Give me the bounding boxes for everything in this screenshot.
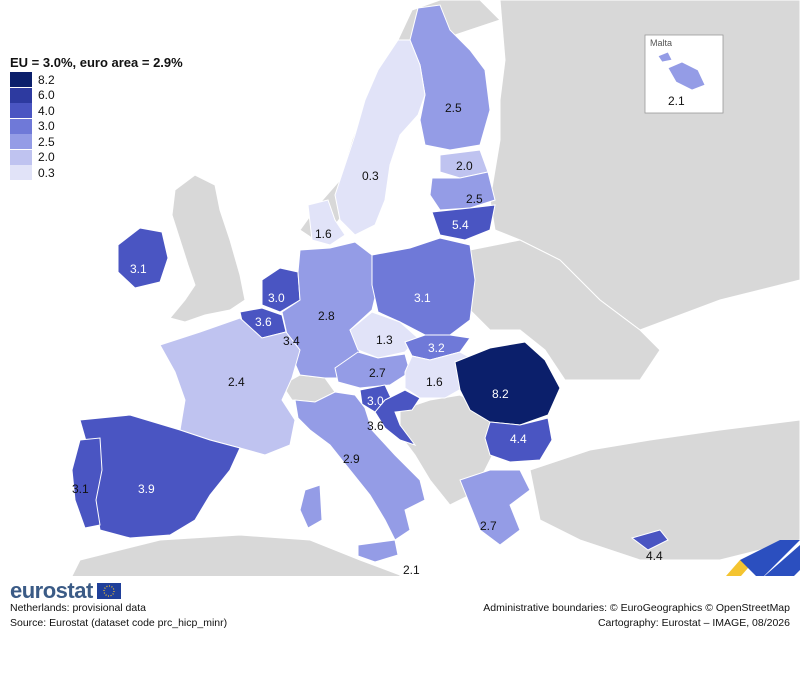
value-labels: 2.5 0.3 2.0 2.5 5.4 1.6 3.1 3.0 3.6 3.4 … <box>72 101 663 577</box>
malta-area[interactable] <box>667 61 706 91</box>
portugal-area[interactable] <box>71 437 103 529</box>
latvia-area[interactable] <box>429 171 496 211</box>
label-netherlands: 3.0 <box>268 291 285 305</box>
lithuania-area[interactable] <box>431 204 496 241</box>
label-portugal: 3.1 <box>72 482 89 496</box>
legend-row: 8.2 <box>10 72 183 88</box>
bulgaria-area[interactable] <box>484 417 553 463</box>
label-romania: 8.2 <box>492 387 509 401</box>
label-croatia: 3.6 <box>367 419 384 433</box>
france-area[interactable] <box>159 317 301 456</box>
label-latvia: 2.5 <box>466 192 483 206</box>
label-bulgaria: 4.4 <box>510 432 527 446</box>
malta-inset: Malta 2.1 <box>644 34 724 114</box>
turkey-land <box>529 419 800 561</box>
label-hungary: 1.6 <box>426 375 443 389</box>
legend-rows: 8.2 6.0 4.0 3.0 2.5 2.0 0.3 <box>10 72 183 181</box>
gozo-area[interactable] <box>657 51 673 63</box>
label-sweden: 0.3 <box>362 169 379 183</box>
label-lithuania: 5.4 <box>452 218 469 232</box>
romania-area[interactable] <box>454 341 561 426</box>
legend-swatch <box>10 118 32 134</box>
eurostat-logo: eurostat <box>10 578 121 604</box>
legend-row: 6.0 <box>10 87 183 104</box>
label-slovakia: 3.2 <box>428 341 445 355</box>
label-ireland: 3.1 <box>130 262 147 276</box>
label-estonia: 2.0 <box>456 159 473 173</box>
label-germany: 2.8 <box>318 309 335 323</box>
legend-swatch <box>10 134 32 150</box>
sweden-area[interactable] <box>334 39 426 236</box>
ireland-area[interactable] <box>117 227 169 289</box>
legend-label: 2.0 <box>38 150 55 165</box>
cyprus-area[interactable] <box>630 529 669 551</box>
italy-area[interactable] <box>294 391 426 541</box>
label-italy: 2.9 <box>343 452 360 466</box>
note-cartography: Cartography: Eurostat – IMAGE, 08/2026 <box>597 617 790 629</box>
legend-row: 4.0 <box>10 103 183 119</box>
eurostat-wordmark: eurostat <box>10 578 93 603</box>
croatia-area[interactable] <box>374 389 421 446</box>
label-spain: 3.9 <box>138 482 155 496</box>
label-czechia: 1.3 <box>376 333 393 347</box>
sicily-area[interactable] <box>357 539 399 563</box>
label-luxembourg: 3.4 <box>283 334 300 348</box>
legend-row: 3.0 <box>10 118 183 135</box>
label-malta: 2.1 <box>403 563 420 577</box>
label-cyprus: 4.4 <box>646 549 663 563</box>
uk-land <box>169 174 246 323</box>
label-france: 2.4 <box>228 375 245 389</box>
label-denmark: 1.6 <box>315 227 332 241</box>
malta-inset-value: 2.1 <box>668 94 685 108</box>
legend-title: EU = 3.0%, euro area = 2.9% <box>10 55 183 70</box>
legend-swatch <box>10 165 32 181</box>
label-poland: 3.1 <box>414 291 431 305</box>
legend-swatch <box>10 87 32 103</box>
malta-inset-title: Malta <box>650 38 672 48</box>
label-finland: 2.5 <box>445 101 462 115</box>
legend-swatch <box>10 103 32 119</box>
note-admin-boundaries: Administrative boundaries: © EuroGeograp… <box>483 602 790 614</box>
legend-swatch <box>10 72 32 88</box>
label-austria: 2.7 <box>369 366 386 380</box>
legend-row: 0.3 <box>10 165 183 181</box>
greece-area[interactable] <box>459 469 531 546</box>
legend-label: 8.2 <box>38 72 55 87</box>
footer: eurostat Netherlands: provisional data S… <box>0 576 800 676</box>
sardinia-area[interactable] <box>299 484 323 529</box>
label-greece: 2.7 <box>480 519 497 533</box>
legend-label: 4.0 <box>38 103 55 118</box>
europe-choropleth-map: Malta 2.1 2.5 0.3 2.0 2.5 5.4 1.6 3.1 3.… <box>60 0 800 600</box>
legend-label: 6.0 <box>38 88 55 103</box>
legend-row: 2.0 <box>10 149 183 166</box>
legend-row: 2.5 <box>10 134 183 150</box>
eu-countries <box>71 4 669 563</box>
legend-swatch <box>10 149 32 165</box>
legend-label: 3.0 <box>38 119 55 134</box>
eu-flag-icon <box>96 583 121 599</box>
denmark-area[interactable] <box>307 199 346 246</box>
note-netherlands-provisional: Netherlands: provisional data <box>10 602 146 614</box>
note-source: Source: Eurostat (dataset code prc_hicp_… <box>10 617 228 629</box>
label-belgium: 3.6 <box>255 315 272 329</box>
poland-area[interactable] <box>371 237 476 336</box>
legend: EU = 3.0%, euro area = 2.9% 8.2 6.0 4.0 3.0… <box>10 55 183 181</box>
legend-label: 0.3 <box>38 165 55 180</box>
ukraine-land <box>469 239 661 381</box>
label-slovenia: 3.0 <box>367 394 384 408</box>
legend-label: 2.5 <box>38 134 55 149</box>
